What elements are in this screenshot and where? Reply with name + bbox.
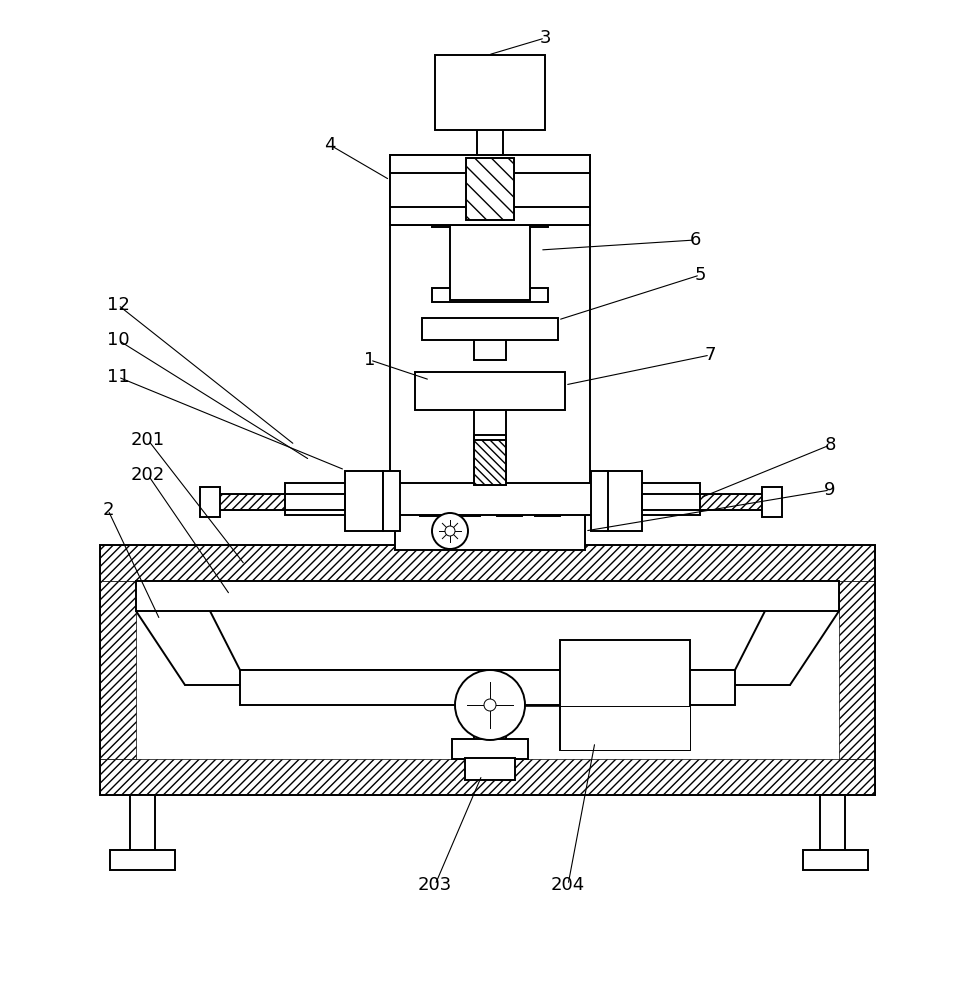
Bar [215,494,345,510]
Text: 201: 201 [131,431,165,449]
Text: 1: 1 [364,351,376,369]
Bar [383,471,400,531]
Bar [535,506,560,516]
Bar [452,739,528,759]
Bar [100,759,875,795]
Bar [803,850,868,870]
Bar [762,487,782,517]
Bar [474,410,506,440]
Bar [466,158,514,220]
Text: 8: 8 [825,436,835,454]
Bar [136,581,839,611]
Bar [839,581,875,759]
Bar [390,165,590,485]
Bar [100,581,136,759]
Text: 3: 3 [539,29,551,47]
Bar [435,55,545,130]
Bar [465,758,515,780]
Bar [560,706,690,750]
Circle shape [432,513,468,549]
Circle shape [484,699,496,711]
Bar [455,506,480,516]
Bar [200,487,220,517]
Bar [390,155,590,173]
Bar [560,640,690,750]
Text: 203: 203 [418,876,452,894]
Text: 2: 2 [103,501,113,519]
Bar [474,435,506,485]
Bar [450,225,530,300]
Bar [432,288,548,302]
Bar [474,435,506,485]
Text: 4: 4 [324,136,336,154]
Bar [474,330,506,360]
Bar [215,494,345,510]
Bar [345,471,383,531]
Bar [422,318,558,340]
Bar [100,545,875,581]
Bar [240,670,735,705]
Bar [415,372,565,410]
Bar [130,795,155,850]
Bar [466,158,514,220]
Circle shape [445,526,455,536]
Bar [820,795,845,850]
Text: 12: 12 [106,296,129,314]
Bar [604,471,642,531]
Bar [642,494,772,510]
Bar [477,125,503,155]
Bar [100,545,875,795]
Bar [642,494,772,510]
Bar [285,483,700,515]
Bar [474,705,506,741]
Text: 11: 11 [106,368,129,386]
Bar [420,506,445,516]
Text: 6: 6 [690,231,701,249]
Bar [395,512,585,550]
Text: 204: 204 [551,876,585,894]
Text: 202: 202 [131,466,165,484]
Text: 9: 9 [825,481,835,499]
Bar [110,850,175,870]
Text: 10: 10 [106,331,129,349]
Text: 5: 5 [695,266,705,284]
Bar [390,207,590,225]
Circle shape [455,670,525,740]
Bar [591,471,608,531]
Bar [432,213,548,227]
Bar [497,506,522,516]
Bar [390,155,590,225]
Text: 7: 7 [704,346,716,364]
